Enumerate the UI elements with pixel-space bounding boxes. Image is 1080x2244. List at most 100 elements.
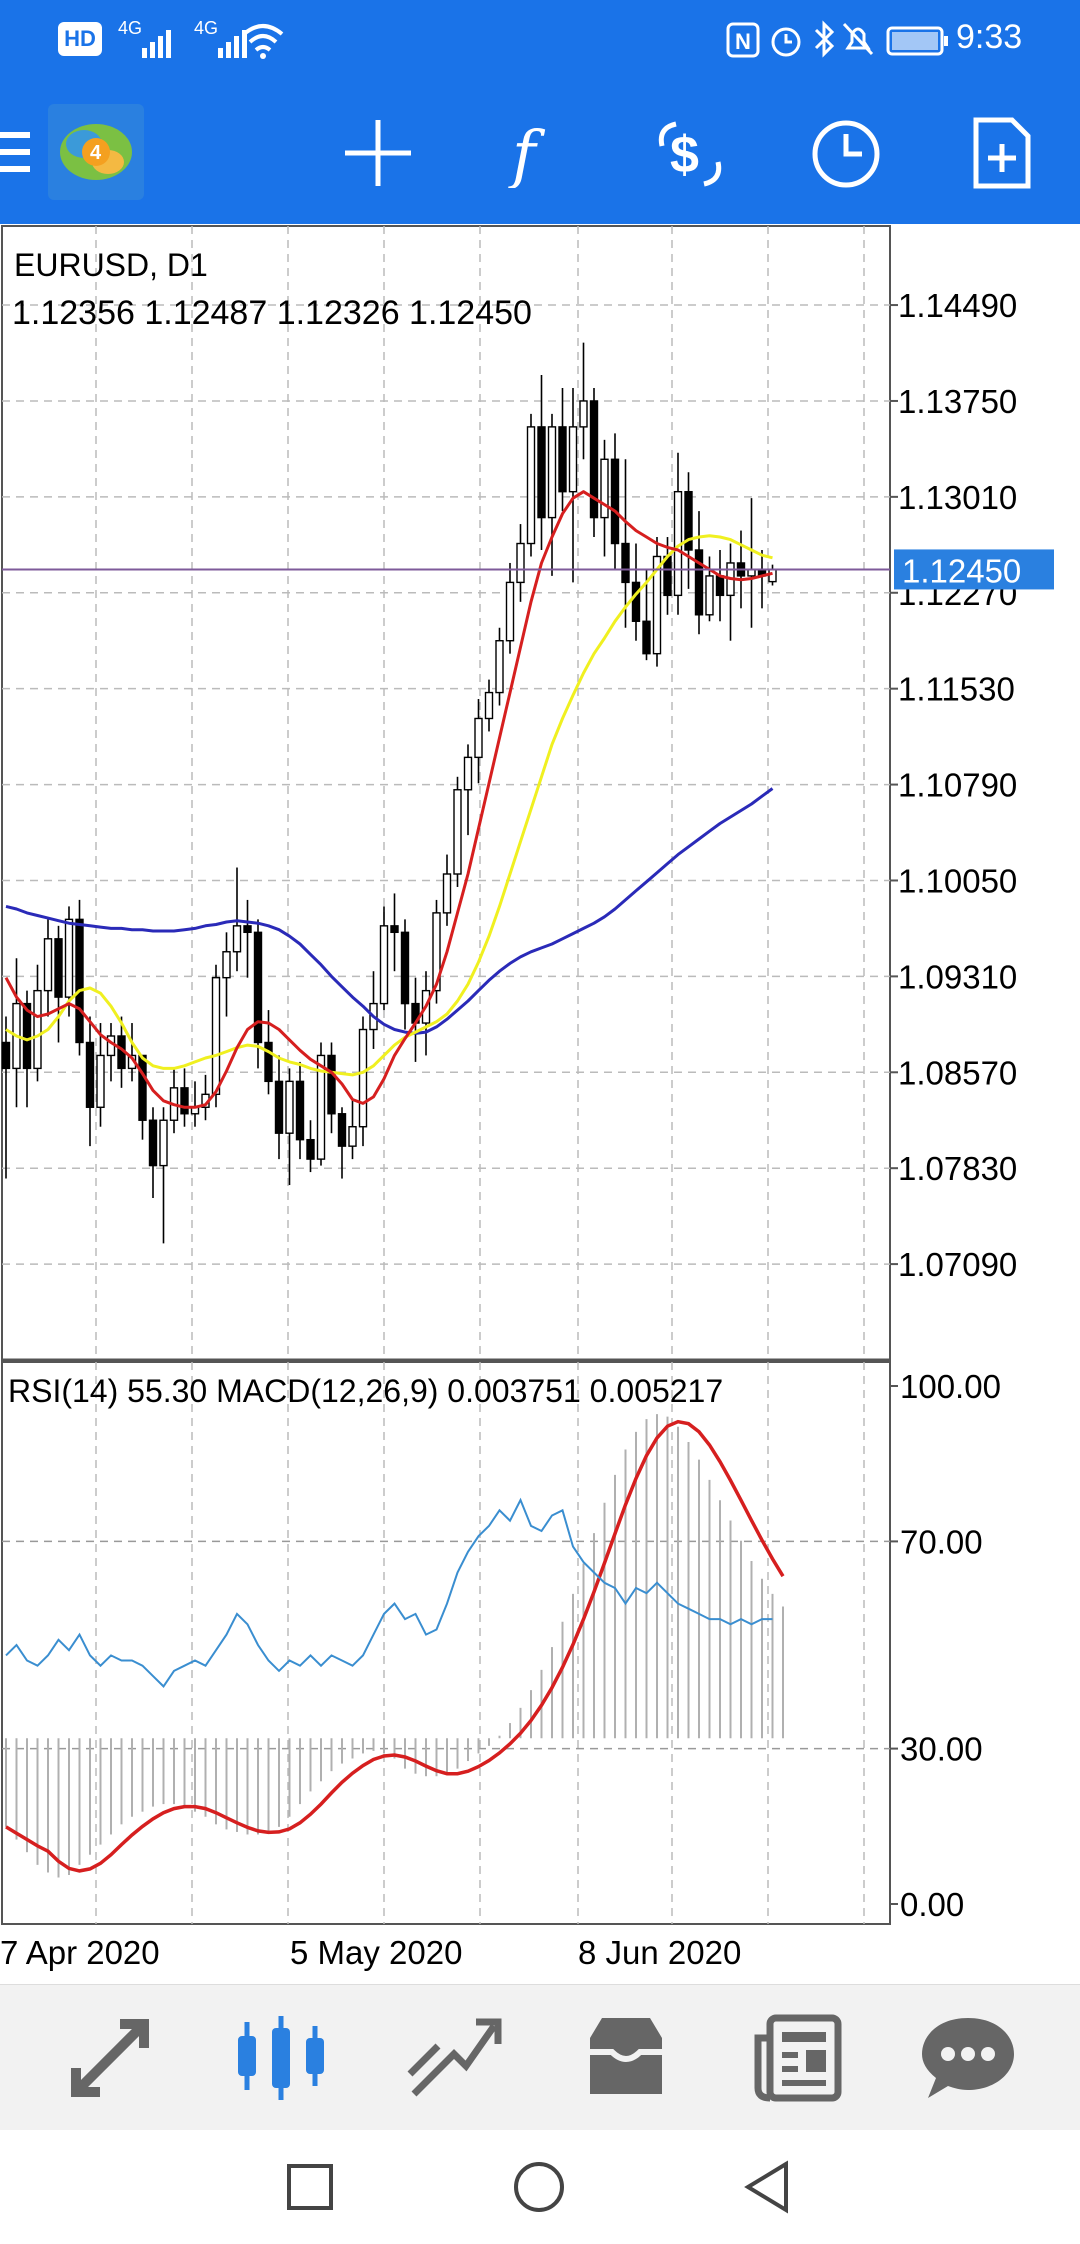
candle-body <box>390 925 399 934</box>
macd-signal-line <box>5 1419 785 1873</box>
indicator-axis: 100.00 70.00 30.00 0.00 <box>890 1368 1001 1923</box>
candle-body <box>285 1080 294 1134</box>
signal-icon: 4G <box>118 18 198 62</box>
candle <box>43 919 53 1017</box>
nav-chat[interactable] <box>878 1985 1058 2131</box>
candle <box>1 1016 11 1179</box>
candle <box>673 452 683 615</box>
candle <box>463 744 473 836</box>
candle-body <box>600 458 609 519</box>
candle <box>715 550 725 622</box>
indicator-tick-label: 100.00 <box>900 1368 1001 1405</box>
candle <box>442 854 452 926</box>
candle <box>747 498 756 628</box>
candle-body <box>138 1054 147 1121</box>
candle <box>358 1016 368 1147</box>
indicator-marks <box>5 1414 785 1878</box>
chart-title: EURUSD, D1 <box>14 247 208 283</box>
svg-text:$: $ <box>670 126 699 184</box>
recents-icon[interactable] <box>285 2162 335 2212</box>
candle <box>211 964 221 1108</box>
network-badge: HD <box>58 22 102 56</box>
candle-body <box>358 1028 368 1128</box>
candle-body <box>579 400 588 428</box>
candle <box>516 524 525 602</box>
candle <box>337 1107 347 1179</box>
candle-body <box>379 925 389 1005</box>
candle-body <box>232 925 242 953</box>
candle-body <box>180 1087 189 1115</box>
home-icon[interactable] <box>512 2160 566 2214</box>
indicators-icon[interactable]: f <box>508 118 558 188</box>
candle-body <box>631 581 641 622</box>
candle-body <box>495 640 504 694</box>
nav-news[interactable] <box>708 1985 888 2131</box>
candle <box>159 1107 168 1244</box>
nav-trade[interactable] <box>364 1985 544 2131</box>
candle-body <box>306 1138 315 1160</box>
y-tick-label: 1.10790 <box>898 767 1017 804</box>
nav-chart[interactable] <box>190 1985 370 2131</box>
candle-body <box>400 931 410 1005</box>
candle <box>243 899 252 978</box>
rsi-line <box>5 1497 773 1688</box>
candle <box>180 1068 189 1127</box>
y-tick-label: 1.07830 <box>898 1150 1017 1187</box>
candle <box>85 1016 95 1147</box>
y-tick-label: 1.08570 <box>898 1054 1017 1091</box>
candle-body <box>33 989 42 1070</box>
price-frame <box>1 225 891 1361</box>
nav-quotes[interactable] <box>20 1985 200 2131</box>
indicator-tick-label: 30.00 <box>900 1731 983 1768</box>
candle-body <box>768 568 777 583</box>
back-icon[interactable] <box>742 2160 792 2214</box>
candle-body <box>558 426 567 493</box>
candle <box>684 472 693 589</box>
candle-body <box>694 549 704 616</box>
clock: 9:33 <box>956 18 1023 56</box>
ma-mid-line <box>5 534 773 1077</box>
x-tick-label: 7 Apr 2020 <box>0 1934 160 1971</box>
candle-body <box>253 931 263 1044</box>
menu-icon[interactable] <box>0 128 32 176</box>
candle-body <box>568 426 578 493</box>
candle-body <box>348 1126 357 1147</box>
symbols-icon[interactable]: $ <box>648 116 732 192</box>
chart-canvas[interactable]: 1.144901.137501.130101.122701.115301.107… <box>0 224 1080 1984</box>
candle-body <box>211 976 221 1096</box>
candle-body <box>537 426 546 519</box>
trade-icon <box>407 2018 502 2097</box>
candle <box>600 439 609 557</box>
candle-body <box>316 1054 326 1160</box>
candle-body <box>243 925 252 934</box>
candle-body <box>715 575 725 597</box>
nav-history[interactable] <box>536 1985 716 2131</box>
price-candles <box>1 342 777 1244</box>
toolbar: 4 f $ <box>0 80 1080 224</box>
candle <box>421 971 431 1056</box>
candle-body <box>474 717 483 759</box>
candle <box>568 388 578 583</box>
candle <box>453 776 462 887</box>
chart-area[interactable]: 1.14490 1.13750 1.13010 1.12270 1.11530 1.107… <box>0 224 1080 1984</box>
x-tick-label: 5 May 2020 <box>290 1934 462 1971</box>
candle <box>106 1023 116 1082</box>
crosshair-icon[interactable] <box>343 118 413 188</box>
time-axis: 7 Apr 2020 5 May 2020 8 Jun 2020 <box>0 1934 741 1971</box>
candle-body <box>516 542 525 584</box>
new-order-icon[interactable] <box>972 116 1032 190</box>
current-price-label: 1.12450 <box>902 552 1021 589</box>
app-logo-icon[interactable]: 4 <box>48 104 144 200</box>
candle-body <box>159 1119 168 1167</box>
y-tick-label: 1.09310 <box>898 958 1017 995</box>
ohlc-label: 1.12356 1.12487 1.12326 1.12450 <box>12 294 532 332</box>
timeframe-icon[interactable] <box>810 118 882 190</box>
wifi-icon <box>242 24 284 59</box>
candle-body <box>1 1041 11 1070</box>
candle-body <box>264 1041 273 1083</box>
candle <box>652 537 662 667</box>
battery-icon <box>886 26 948 56</box>
y-tick-label: 1.11530 <box>898 671 1015 708</box>
candle <box>379 906 389 1011</box>
candle <box>169 1068 179 1134</box>
